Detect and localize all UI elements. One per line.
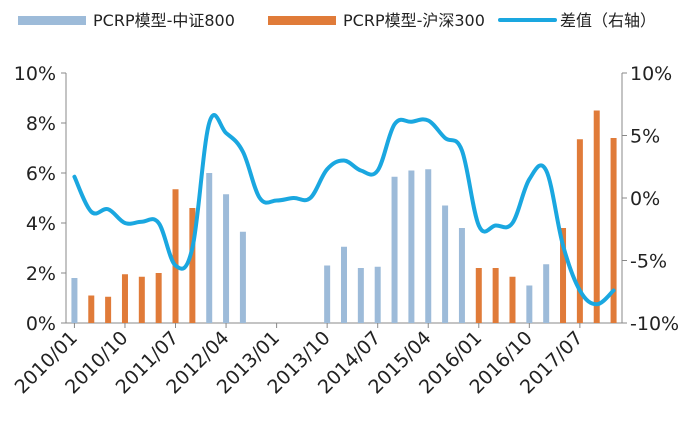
bar-csi800 [223, 194, 230, 323]
bar-hs300 [593, 110, 600, 323]
y-right-tick-label: 10% [630, 63, 672, 85]
legend-item-hs300-swatch [268, 16, 336, 25]
bar-csi800 [341, 246, 347, 323]
bars [71, 110, 617, 323]
legend: PCRP模型-中证800 PCRP模型-沪深300 差值（右轴） [18, 11, 656, 30]
bar-hs300 [189, 208, 196, 323]
bar-csi800 [374, 266, 381, 323]
y-right-tick-label: -10% [630, 313, 679, 335]
bar-csi800 [357, 268, 364, 323]
bar-hs300 [576, 139, 583, 323]
legend-item-csi800-swatch [18, 16, 86, 25]
bar-csi800 [391, 176, 398, 323]
y-left-tick-label: 0% [26, 313, 56, 335]
bar-hs300 [88, 295, 95, 323]
y-right-tick-label: -5% [630, 251, 667, 273]
bar-csi800 [442, 205, 449, 323]
bar-hs300 [475, 268, 482, 323]
y-right-tick-label: 0% [630, 188, 660, 210]
bar-csi800 [71, 278, 78, 323]
bar-hs300 [121, 274, 128, 323]
bar-hs300 [138, 276, 145, 323]
bar-hs300 [610, 138, 617, 323]
bar-hs300 [560, 228, 567, 323]
y-left-tick-label: 6% [26, 163, 56, 185]
bar-hs300 [172, 189, 179, 323]
legend-item-csi800-label: PCRP模型-中证800 [93, 11, 235, 30]
bar-csi800 [425, 169, 432, 323]
bar-csi800 [408, 170, 415, 323]
bar-csi800 [543, 264, 550, 323]
bar-hs300 [105, 296, 112, 323]
bar-hs300 [492, 268, 499, 323]
y-left-tick-label: 10% [14, 63, 56, 85]
y-left-tick-label: 4% [26, 213, 56, 235]
bar-csi800 [324, 265, 331, 323]
y-left-tick-label: 8% [26, 113, 56, 135]
bar-csi800 [239, 231, 246, 323]
legend-item-diff-label: 差值（右轴） [560, 11, 656, 30]
legend-item-hs300-label: PCRP模型-沪深300 [343, 11, 485, 30]
line-diff [72, 113, 616, 307]
y-left-tick-label: 2% [26, 263, 56, 285]
bar-csi800 [206, 173, 213, 323]
line-series [72, 113, 616, 307]
y-right-tick-label: 5% [630, 126, 660, 148]
bar-hs300 [155, 273, 162, 323]
bar-csi800 [458, 228, 465, 323]
bar-csi800 [526, 285, 533, 323]
bar-hs300 [509, 276, 516, 323]
